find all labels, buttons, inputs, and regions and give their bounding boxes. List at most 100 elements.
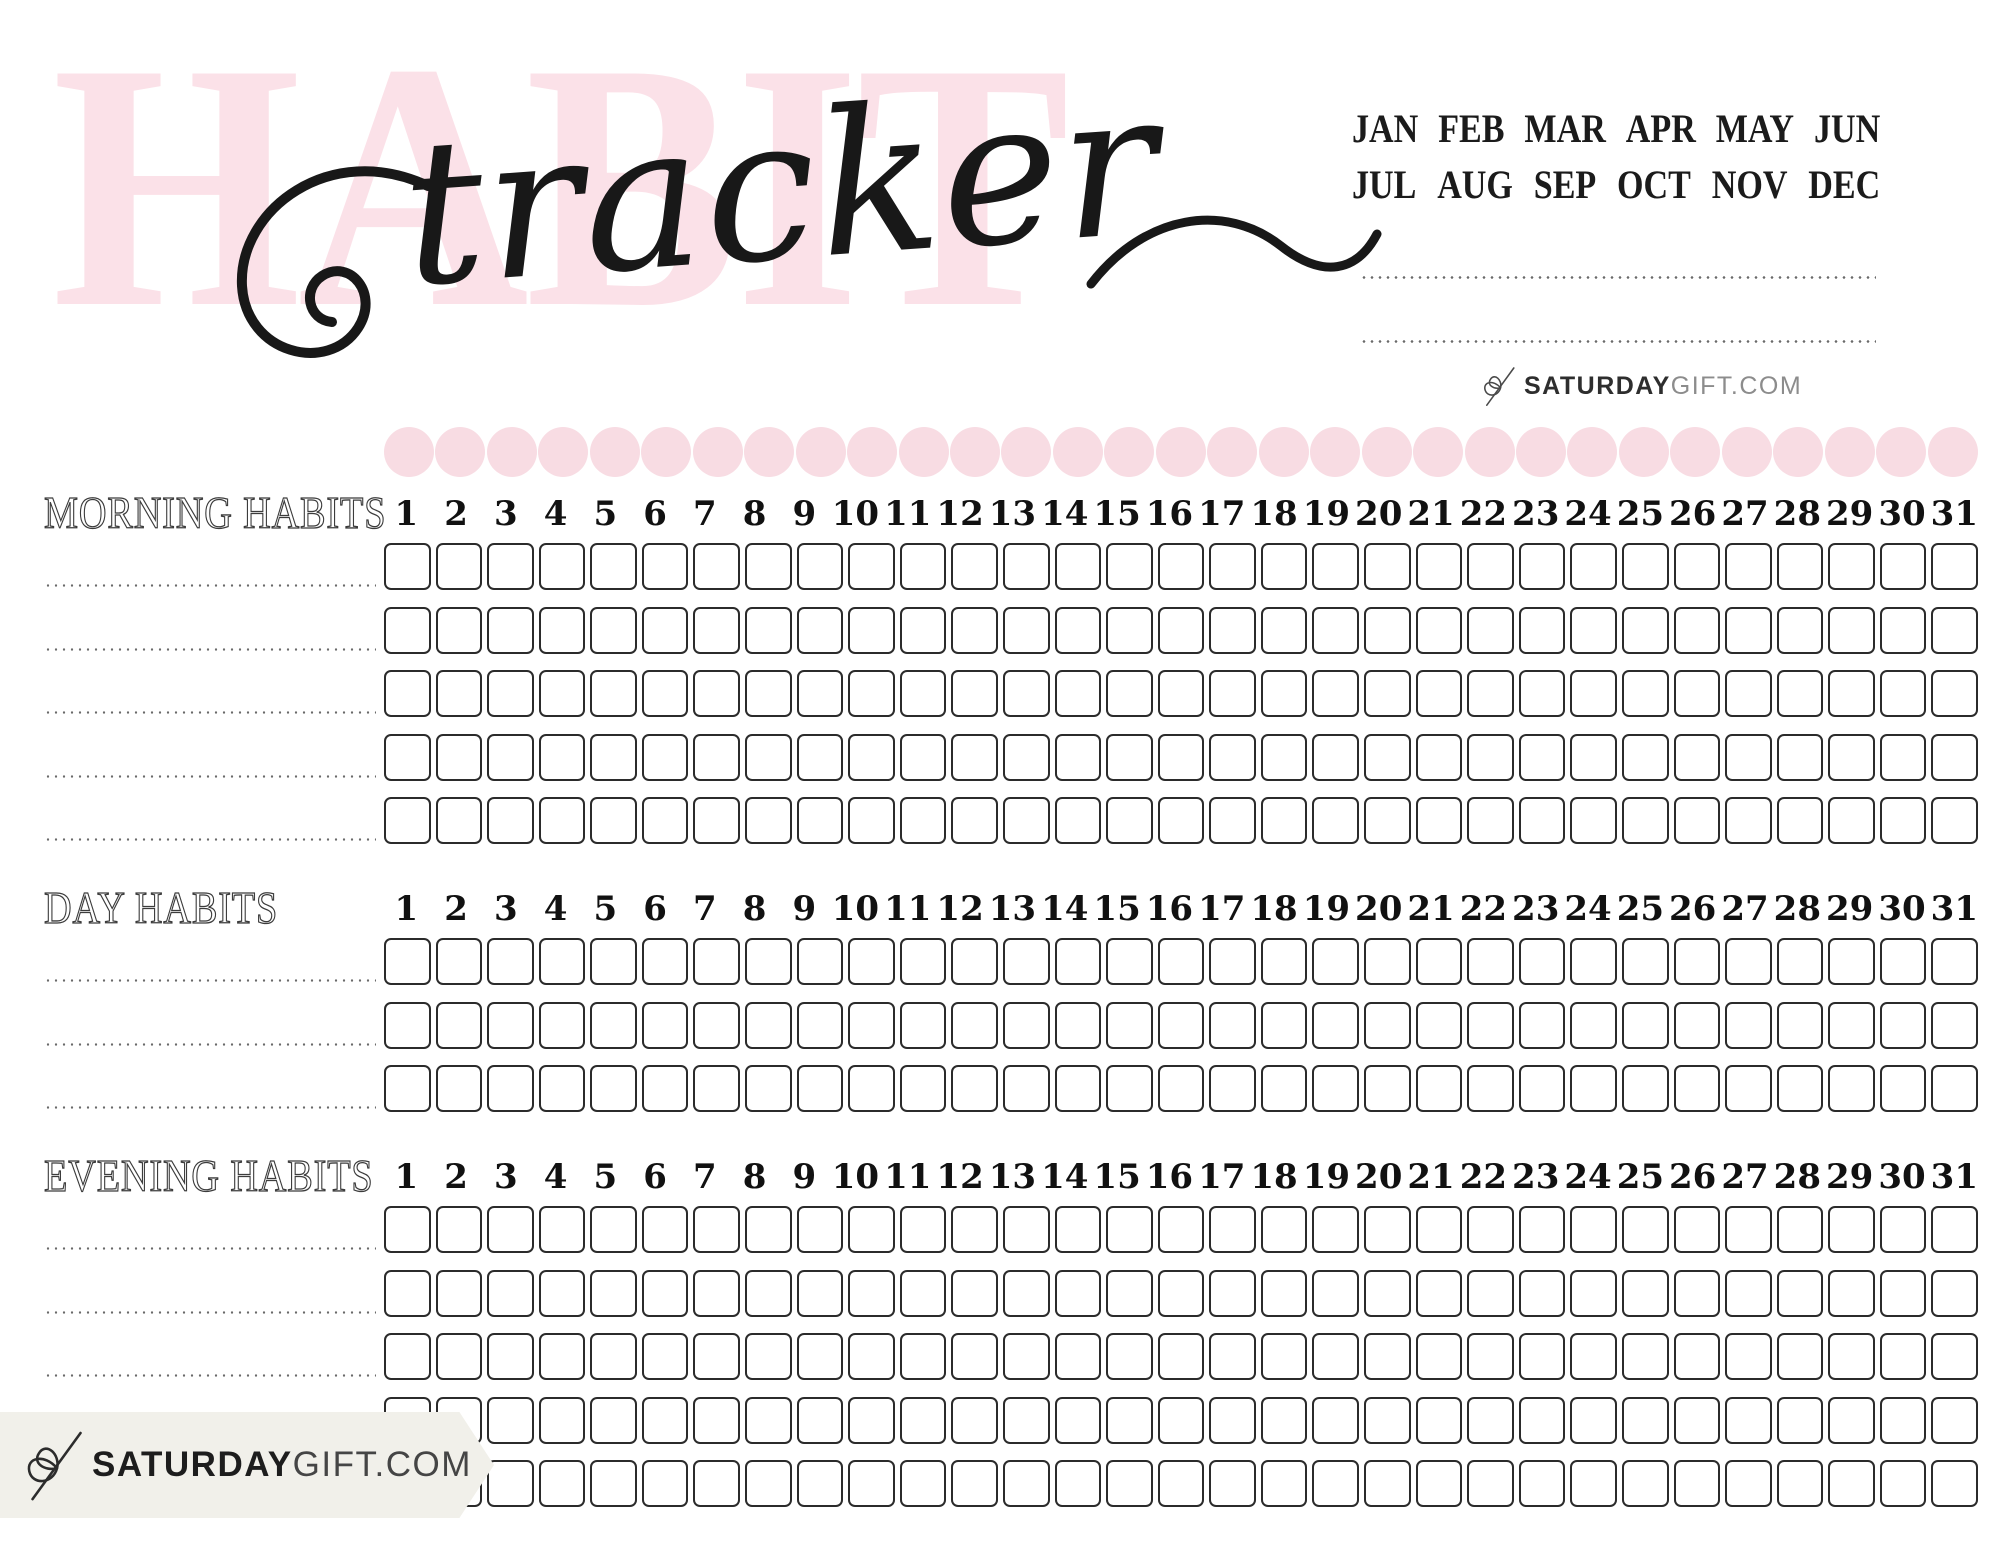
evening-row1-day9-checkbox[interactable]: [796, 1206, 844, 1253]
morning-row2-day13-checkbox[interactable]: [1002, 606, 1050, 654]
day-row1-day23-checkbox[interactable]: [1518, 938, 1566, 985]
day-row2-day13-checkbox[interactable]: [1002, 1001, 1050, 1049]
day-row3-day28-checkbox[interactable]: [1776, 1065, 1824, 1112]
evening-row3-day1-checkbox[interactable]: [384, 1333, 431, 1380]
evening-row4-day13-checkbox[interactable]: [1002, 1396, 1050, 1444]
day-row2-day19-checkbox[interactable]: [1312, 1001, 1360, 1049]
month-jan[interactable]: JAN: [1352, 106, 1419, 151]
day-row2-day2-checkbox[interactable]: [435, 1001, 483, 1049]
morning-row3-day21-checkbox[interactable]: [1415, 670, 1463, 717]
morning-row1-day12-checkbox[interactable]: [951, 543, 998, 590]
morning-row3-day4-checkbox[interactable]: [538, 670, 586, 717]
day-row3-day2-checkbox[interactable]: [435, 1065, 483, 1112]
morning-row4-day25-checkbox[interactable]: [1621, 733, 1669, 781]
evening-row1-day6-checkbox[interactable]: [641, 1206, 689, 1253]
evening-row5-day18-checkbox[interactable]: [1260, 1460, 1308, 1507]
morning-row4-day28-checkbox[interactable]: [1776, 733, 1824, 781]
morning-habit-name-line-1[interactable]: [44, 584, 376, 587]
evening-row3-day27-checkbox[interactable]: [1725, 1333, 1772, 1380]
day-row3-day5-checkbox[interactable]: [590, 1065, 637, 1112]
evening-row3-day12-checkbox[interactable]: [951, 1333, 998, 1380]
morning-row1-day14-checkbox[interactable]: [1054, 543, 1102, 590]
day-row1-day28-checkbox[interactable]: [1776, 938, 1824, 985]
evening-row4-day29-checkbox[interactable]: [1828, 1396, 1875, 1444]
day-row1-day1-checkbox[interactable]: [384, 938, 431, 985]
evening-row1-day11-checkbox[interactable]: [899, 1206, 947, 1253]
evening-row2-day18-checkbox[interactable]: [1260, 1269, 1308, 1317]
evening-row5-day15-checkbox[interactable]: [1106, 1460, 1153, 1507]
evening-row2-day31-checkbox[interactable]: [1931, 1269, 1978, 1317]
morning-row1-day15-checkbox[interactable]: [1106, 543, 1153, 590]
evening-row3-day5-checkbox[interactable]: [590, 1333, 637, 1380]
day-row1-day29-checkbox[interactable]: [1828, 938, 1875, 985]
morning-row4-day29-checkbox[interactable]: [1828, 733, 1875, 781]
morning-row1-day10-checkbox[interactable]: [848, 543, 895, 590]
day-row1-day9-checkbox[interactable]: [796, 938, 844, 985]
evening-row1-day27-checkbox[interactable]: [1725, 1206, 1772, 1253]
morning-row1-day6-checkbox[interactable]: [641, 543, 689, 590]
morning-row3-day28-checkbox[interactable]: [1776, 670, 1824, 717]
day-row1-day30-checkbox[interactable]: [1879, 938, 1927, 985]
evening-row3-day18-checkbox[interactable]: [1260, 1333, 1308, 1380]
morning-habit-name-line-5[interactable]: [44, 838, 376, 841]
evening-row2-day27-checkbox[interactable]: [1725, 1269, 1772, 1317]
morning-row2-day4-checkbox[interactable]: [538, 606, 586, 654]
morning-row3-day14-checkbox[interactable]: [1054, 670, 1102, 717]
morning-habit-name-line-4[interactable]: [44, 774, 376, 778]
morning-row2-day15-checkbox[interactable]: [1106, 606, 1153, 654]
morning-row5-day22-checkbox[interactable]: [1467, 797, 1514, 844]
morning-row4-day5-checkbox[interactable]: [590, 733, 637, 781]
morning-row5-day25-checkbox[interactable]: [1621, 797, 1669, 844]
evening-row1-day19-checkbox[interactable]: [1312, 1206, 1360, 1253]
day-row1-day31-checkbox[interactable]: [1931, 938, 1978, 985]
morning-row3-day29-checkbox[interactable]: [1828, 670, 1875, 717]
morning-row5-day5-checkbox[interactable]: [590, 797, 637, 844]
morning-row5-day23-checkbox[interactable]: [1518, 797, 1566, 844]
evening-row5-day8-checkbox[interactable]: [745, 1460, 792, 1507]
morning-row5-day21-checkbox[interactable]: [1415, 797, 1463, 844]
morning-row4-day14-checkbox[interactable]: [1054, 733, 1102, 781]
morning-row4-day3-checkbox[interactable]: [487, 733, 534, 781]
morning-row2-day20-checkbox[interactable]: [1364, 606, 1411, 654]
evening-row1-day3-checkbox[interactable]: [487, 1206, 534, 1253]
morning-row5-day15-checkbox[interactable]: [1106, 797, 1153, 844]
morning-row3-day30-checkbox[interactable]: [1879, 670, 1927, 717]
morning-row1-day9-checkbox[interactable]: [796, 543, 844, 590]
day-row3-day19-checkbox[interactable]: [1312, 1065, 1360, 1112]
evening-row3-day25-checkbox[interactable]: [1621, 1333, 1669, 1380]
evening-row1-day5-checkbox[interactable]: [590, 1206, 637, 1253]
day-row2-day14-checkbox[interactable]: [1054, 1001, 1102, 1049]
evening-row5-day21-checkbox[interactable]: [1415, 1460, 1463, 1507]
morning-row2-day1-checkbox[interactable]: [384, 606, 431, 654]
evening-row3-day9-checkbox[interactable]: [796, 1333, 844, 1380]
evening-row1-day25-checkbox[interactable]: [1621, 1206, 1669, 1253]
evening-row5-day31-checkbox[interactable]: [1931, 1460, 1978, 1507]
month-sep[interactable]: SEP: [1533, 162, 1597, 207]
evening-habit-name-line-1[interactable]: [44, 1247, 376, 1250]
day-row1-day5-checkbox[interactable]: [590, 938, 637, 985]
evening-row1-day22-checkbox[interactable]: [1467, 1206, 1514, 1253]
day-row1-day10-checkbox[interactable]: [848, 938, 895, 985]
day-row2-day10-checkbox[interactable]: [848, 1001, 895, 1049]
day-row3-day17-checkbox[interactable]: [1209, 1065, 1256, 1112]
morning-row5-day11-checkbox[interactable]: [899, 797, 947, 844]
day-row2-day25-checkbox[interactable]: [1621, 1001, 1669, 1049]
evening-row4-day5-checkbox[interactable]: [590, 1396, 637, 1444]
morning-row1-day21-checkbox[interactable]: [1415, 543, 1463, 590]
morning-row4-day24-checkbox[interactable]: [1570, 733, 1617, 781]
evening-row2-day9-checkbox[interactable]: [796, 1269, 844, 1317]
evening-row4-day21-checkbox[interactable]: [1415, 1396, 1463, 1444]
evening-row4-day30-checkbox[interactable]: [1879, 1396, 1927, 1444]
morning-row5-day29-checkbox[interactable]: [1828, 797, 1875, 844]
day-row2-day9-checkbox[interactable]: [796, 1001, 844, 1049]
day-row1-day21-checkbox[interactable]: [1415, 938, 1463, 985]
evening-row2-day7-checkbox[interactable]: [693, 1269, 741, 1317]
evening-row2-day29-checkbox[interactable]: [1828, 1269, 1875, 1317]
morning-row2-day24-checkbox[interactable]: [1570, 606, 1617, 654]
evening-row4-day17-checkbox[interactable]: [1209, 1396, 1256, 1444]
morning-row4-day21-checkbox[interactable]: [1415, 733, 1463, 781]
morning-habit-name-line-3[interactable]: [44, 711, 376, 714]
evening-row1-day17-checkbox[interactable]: [1209, 1206, 1256, 1253]
evening-row4-day22-checkbox[interactable]: [1467, 1396, 1514, 1444]
morning-row1-day23-checkbox[interactable]: [1518, 543, 1566, 590]
